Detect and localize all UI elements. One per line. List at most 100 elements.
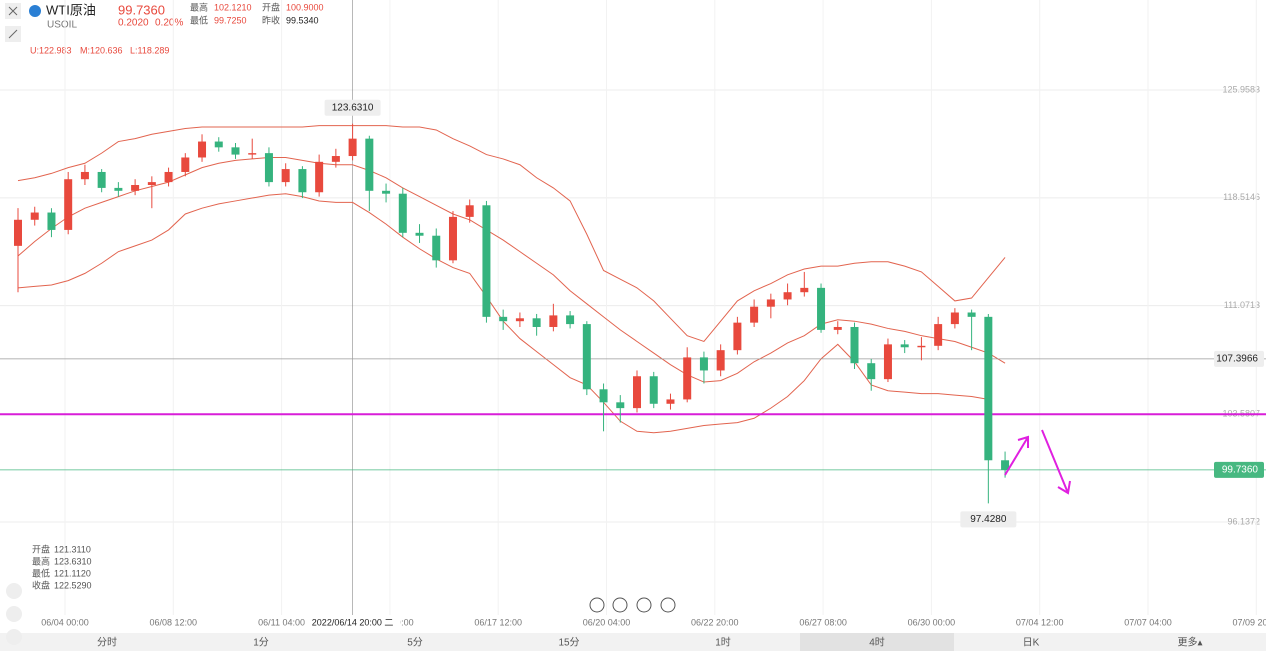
- x-tick-label: 06/22 20:00: [691, 617, 739, 627]
- candle-body: [164, 171, 173, 183]
- candle-body: [264, 153, 273, 183]
- ohlc-label: 收盘: [32, 579, 50, 590]
- candle-body: [633, 376, 642, 409]
- ohlc-label: 最低: [32, 567, 50, 578]
- candle-body: [30, 212, 39, 220]
- x-tick-label: 06/27 08:00: [799, 617, 847, 627]
- ohlc-label: 开盘: [32, 543, 50, 554]
- candle-body: [599, 389, 608, 403]
- candle-body: [917, 345, 926, 348]
- y-tick-label: 118.5146: [1223, 192, 1260, 202]
- zoom-button[interactable]: [636, 597, 652, 613]
- stat-value: 99.5340: [286, 15, 319, 25]
- x-tick-label: 07/07 04:00: [1124, 617, 1172, 627]
- band-middle: [17, 156, 1006, 383]
- x-tick-label: 06/17 12:00: [474, 617, 522, 627]
- up-arrow: [1004, 435, 1029, 476]
- down-arrow: [1041, 429, 1071, 495]
- candle-body: [482, 205, 491, 317]
- x-tick-label: 07/04 12:00: [1016, 617, 1064, 627]
- candle-body: [783, 292, 792, 300]
- x-tick-label: 06/30 00:00: [908, 617, 956, 627]
- toolbar-item[interactable]: 1分: [253, 637, 269, 649]
- toolbar-selected: [800, 633, 954, 651]
- arrows: [1004, 429, 1071, 495]
- candle-body: [750, 306, 759, 323]
- candle-body: [281, 169, 290, 183]
- candle-body: [582, 324, 591, 390]
- candle-body: [934, 324, 943, 346]
- candle-body: [515, 318, 524, 322]
- stat-value: 100.9000: [286, 2, 324, 12]
- symbol[interactable]: WTI原油: [46, 2, 96, 17]
- y-tick-label: 111.0713: [1224, 300, 1260, 310]
- zoom-button[interactable]: [612, 597, 628, 613]
- candle-body: [14, 219, 22, 246]
- indicator-label: M:120.636: [80, 45, 123, 55]
- zoom-button[interactable]: [660, 597, 676, 613]
- min-label: 97.4280: [970, 514, 1007, 525]
- toolbar-item[interactable]: 15分: [558, 637, 579, 649]
- code: USOIL: [47, 20, 77, 31]
- stat-label: 开盘: [262, 1, 280, 12]
- symbol-icon: [29, 5, 41, 17]
- toolbar-item[interactable]: 4时: [869, 637, 885, 649]
- draw-button[interactable]: [6, 606, 22, 622]
- stat-label: 昨收: [262, 14, 280, 25]
- left-tools: [5, 3, 41, 645]
- candle-body: [198, 141, 207, 158]
- candle-body: [398, 193, 407, 233]
- candle-body: [666, 399, 675, 404]
- price-tag: [1214, 350, 1264, 367]
- candle-body: [499, 316, 508, 322]
- band-upper: [17, 125, 1006, 343]
- indicator-label: L:118.289: [130, 45, 169, 55]
- toolbar-item[interactable]: 5分: [407, 637, 423, 649]
- candle-body: [114, 187, 123, 191]
- candle-body: [181, 157, 190, 172]
- change-pct: 0.20%: [155, 18, 183, 29]
- toolbar-item[interactable]: 更多▴: [1177, 636, 1202, 649]
- candle-body: [733, 322, 742, 351]
- candle-body: [315, 161, 324, 193]
- fullscreen-icon: [8, 29, 18, 39]
- toolbar-item[interactable]: 日K: [1023, 638, 1040, 649]
- candle-body: [833, 326, 842, 330]
- max-label: 123.6310: [332, 102, 374, 113]
- min-tag: [960, 511, 1017, 528]
- candle-body: [984, 316, 993, 461]
- x-tick-label: 06/08 12:00: [150, 617, 198, 627]
- price-tag: [1214, 461, 1264, 478]
- candle-body: [883, 344, 892, 380]
- header: WTI原油 USOIL 99.7360 0.2020 0.20%: [46, 2, 183, 30]
- indicator-button[interactable]: [6, 583, 22, 599]
- y-tick-label: 125.9583: [1222, 84, 1260, 94]
- candle-body: [348, 138, 357, 157]
- candle-body: [950, 312, 959, 325]
- candle-body: [817, 287, 826, 330]
- candle-body: [1001, 460, 1010, 470]
- candle-body: [683, 357, 692, 400]
- candle-body: [549, 315, 558, 327]
- indicator-label: U:122.983: [30, 45, 72, 55]
- candle-body: [967, 312, 976, 317]
- zoom-button[interactable]: [589, 597, 605, 613]
- stat-value: 99.7250: [214, 15, 247, 25]
- candle-body: [248, 153, 257, 155]
- candle-body: [97, 171, 106, 188]
- y-tick-label: 96.1372: [1227, 516, 1260, 526]
- candle-body: [415, 232, 424, 236]
- max-tag: [324, 99, 381, 116]
- ohlc-value: 123.6310: [54, 556, 92, 566]
- candle-body: [716, 350, 725, 371]
- toolbar-item[interactable]: 分时: [97, 637, 117, 649]
- candle-body: [131, 185, 140, 191]
- close-icon: [8, 6, 18, 16]
- candle-body: [432, 235, 441, 261]
- trend-button[interactable]: [6, 629, 22, 645]
- toolbar-item[interactable]: 1时: [715, 637, 731, 649]
- candle-body: [231, 147, 240, 155]
- candle-body: [465, 205, 474, 217]
